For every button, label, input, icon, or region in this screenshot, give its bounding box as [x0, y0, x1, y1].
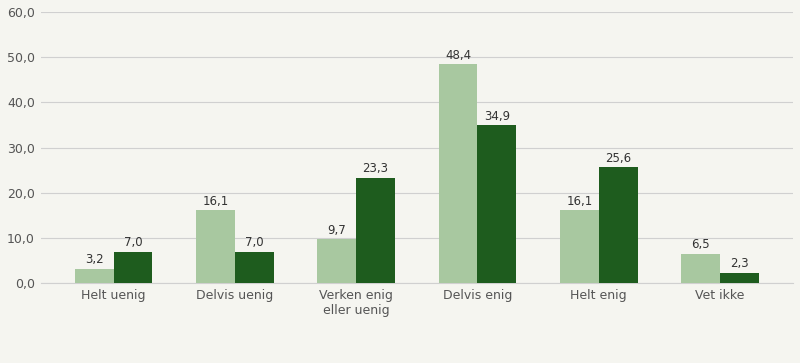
Bar: [356, 178, 395, 283]
Text: 16,1: 16,1: [202, 195, 229, 208]
Text: 2,3: 2,3: [730, 257, 749, 270]
Text: 48,4: 48,4: [445, 49, 471, 62]
Bar: [235, 252, 274, 283]
Text: 34,9: 34,9: [484, 110, 510, 123]
Bar: [438, 64, 478, 283]
Bar: [318, 239, 356, 283]
Bar: [682, 254, 720, 283]
Bar: [114, 252, 152, 283]
Text: 6,5: 6,5: [691, 238, 710, 251]
Bar: [560, 211, 598, 283]
Bar: [598, 167, 638, 283]
Text: 3,2: 3,2: [85, 253, 103, 266]
Text: 9,7: 9,7: [327, 224, 346, 237]
Text: 7,0: 7,0: [124, 236, 142, 249]
Bar: [196, 211, 235, 283]
Text: 25,6: 25,6: [605, 152, 631, 165]
Bar: [74, 269, 114, 283]
Text: 23,3: 23,3: [362, 162, 389, 175]
Bar: [720, 273, 759, 283]
Text: 16,1: 16,1: [566, 195, 593, 208]
Bar: [478, 125, 516, 283]
Text: 7,0: 7,0: [245, 236, 263, 249]
